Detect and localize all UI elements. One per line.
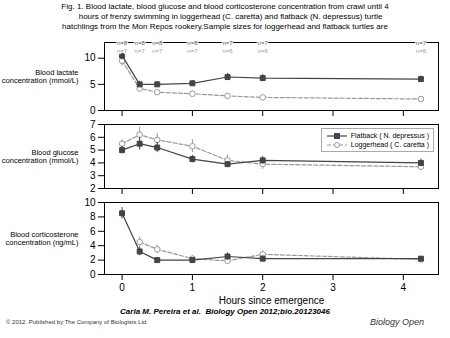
html-text:Flatback ( N. depressus ): Flatback ( N. depressus ) xyxy=(350,132,429,139)
svg-text:4: 4 xyxy=(401,282,407,293)
svg-text:3: 3 xyxy=(90,170,96,181)
svg-text:7: 7 xyxy=(90,119,96,130)
html-text:Fig. 1. Blood lactate, blood g: Fig. 1. Blood lactate, blood glucose and… xyxy=(61,2,389,31)
svg-text:5: 5 xyxy=(90,79,96,90)
svg-text:n=7: n=7 xyxy=(258,40,269,46)
svg-text:2: 2 xyxy=(260,282,266,293)
html-text:Carla M. Pereira et al. Biolog: Carla M. Pereira et al. Biology Open 201… xyxy=(120,307,330,316)
svg-text:0: 0 xyxy=(90,269,96,280)
svg-text:Blood lactateconcentration (mm: Blood lactateconcentration (mmol/L) xyxy=(2,68,79,85)
svg-text:n=8: n=8 xyxy=(135,40,146,46)
svg-text:n=7: n=7 xyxy=(135,48,146,54)
svg-text:n=7: n=7 xyxy=(117,48,128,54)
svg-text:n=6: n=6 xyxy=(258,48,269,54)
svg-text:5: 5 xyxy=(90,144,96,155)
svg-text:0: 0 xyxy=(119,282,125,293)
svg-text:n=7: n=7 xyxy=(222,40,233,46)
svg-text:n=8: n=8 xyxy=(152,40,163,46)
svg-text:4: 4 xyxy=(90,157,96,168)
svg-text:6: 6 xyxy=(90,132,96,143)
svg-text:Blood corticosteroneconcentrat: Blood corticosteroneconcentration (ng/mL… xyxy=(6,230,79,247)
svg-text:n=8: n=8 xyxy=(187,40,198,46)
svg-text:n=6: n=6 xyxy=(416,48,427,54)
svg-text:n=8: n=8 xyxy=(117,40,128,46)
svg-text:10: 10 xyxy=(84,197,96,208)
html-text:Loggerhead ( C. caretta ): Loggerhead ( C. caretta ) xyxy=(350,141,429,148)
svg-text:6: 6 xyxy=(90,226,96,237)
svg-text:1: 1 xyxy=(190,282,196,293)
svg-text:2: 2 xyxy=(90,254,96,265)
svg-text:3: 3 xyxy=(330,282,336,293)
svg-text:8: 8 xyxy=(90,211,96,222)
svg-text:n=7: n=7 xyxy=(152,48,163,54)
svg-text:10: 10 xyxy=(84,52,96,63)
svg-text:n=7: n=7 xyxy=(187,48,198,54)
svg-text:2: 2 xyxy=(90,183,96,194)
html-text:© 2012. Published by The Compa: © 2012. Published by The Company of Biol… xyxy=(6,319,147,325)
svg-text:n=6: n=6 xyxy=(222,48,233,54)
svg-text:n=7: n=7 xyxy=(416,40,427,46)
svg-text:Blood glucoseconcentration (mm: Blood glucoseconcentration (mmol/L) xyxy=(2,148,79,165)
svg-text:Hours since emergence: Hours since emergence xyxy=(219,295,325,306)
svg-text:4: 4 xyxy=(90,240,96,251)
html-text:Biology Open: Biology Open xyxy=(370,317,424,327)
svg-text:0: 0 xyxy=(90,105,96,116)
